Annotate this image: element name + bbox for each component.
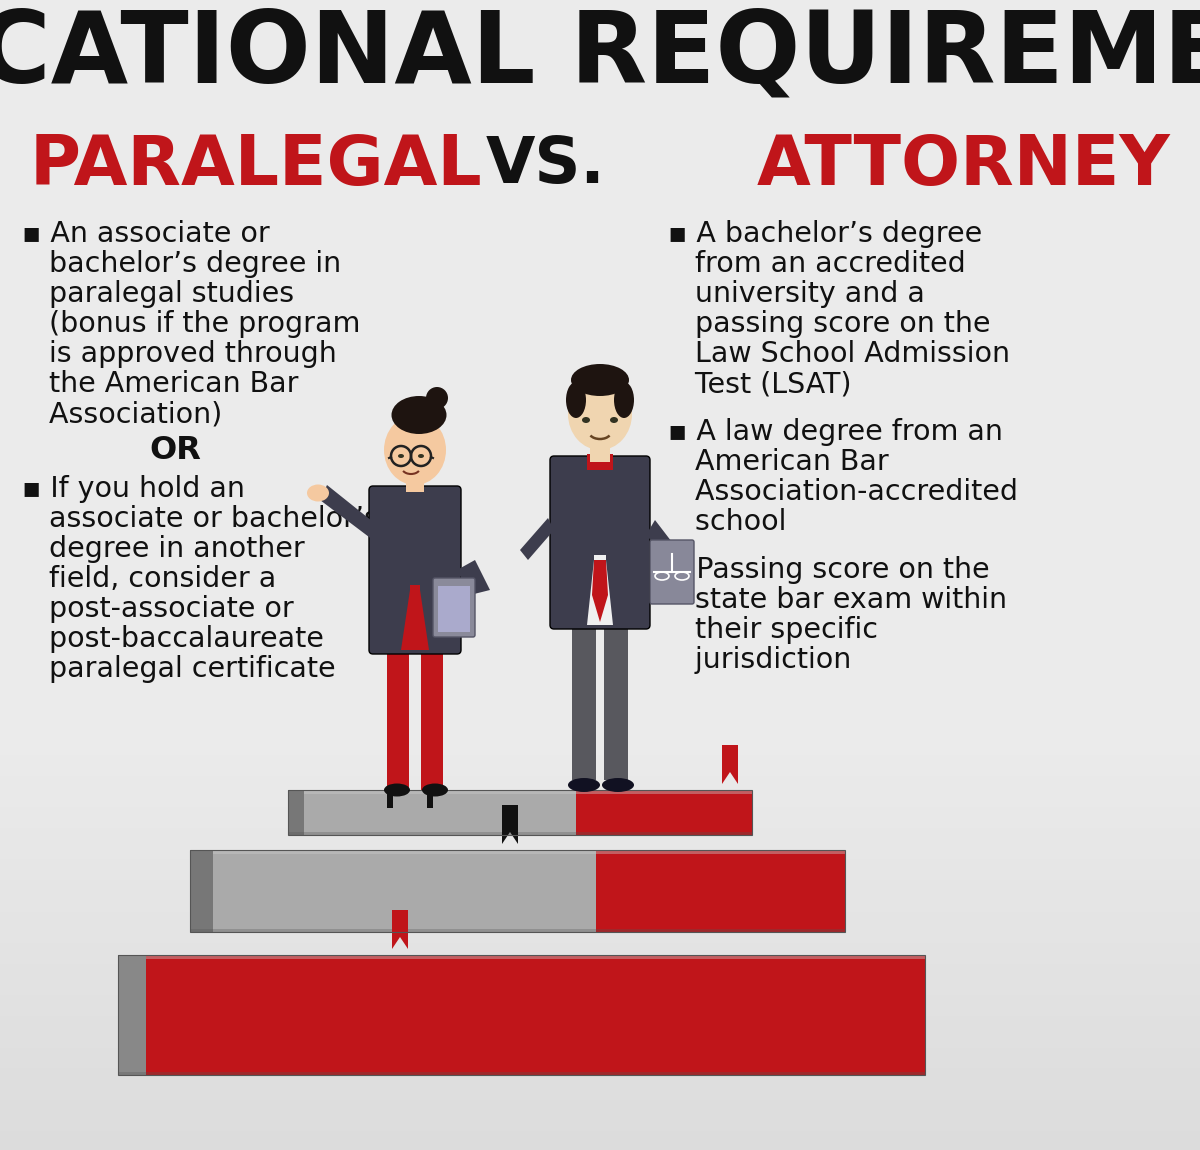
Ellipse shape	[582, 417, 590, 423]
Bar	[572, 624, 596, 780]
Text: their specific: their specific	[668, 616, 878, 644]
Bar	[406, 470, 424, 492]
Bar	[190, 929, 845, 932]
Bar	[576, 790, 752, 835]
Bar	[587, 454, 613, 470]
Text: the American Bar: the American Bar	[22, 370, 299, 398]
Polygon shape	[373, 490, 410, 650]
FancyBboxPatch shape	[650, 540, 694, 604]
Ellipse shape	[571, 365, 629, 396]
Text: American Bar: American Bar	[668, 448, 889, 476]
Ellipse shape	[391, 396, 446, 434]
Text: Association): Association)	[22, 400, 222, 428]
Text: ATTORNEY: ATTORNEY	[756, 131, 1170, 199]
Text: PARALEGAL: PARALEGAL	[30, 131, 482, 199]
Text: ▪ An associate or: ▪ An associate or	[22, 220, 270, 248]
Ellipse shape	[418, 454, 424, 458]
Bar	[118, 954, 925, 1075]
Ellipse shape	[426, 388, 448, 409]
Bar	[386, 650, 409, 790]
Text: jurisdiction: jurisdiction	[668, 646, 851, 674]
Bar	[118, 954, 925, 1075]
Ellipse shape	[614, 382, 634, 417]
Ellipse shape	[568, 378, 632, 450]
Text: bachelor’s degree in: bachelor’s degree in	[22, 250, 341, 278]
Bar	[386, 790, 394, 808]
Polygon shape	[457, 560, 490, 595]
Text: VS.: VS.	[485, 135, 605, 196]
Text: ▪ If you hold an: ▪ If you hold an	[22, 475, 245, 503]
Bar	[146, 954, 925, 959]
Text: ▪ Passing score on the: ▪ Passing score on the	[668, 555, 990, 584]
Ellipse shape	[610, 417, 618, 423]
Text: Law School Admission: Law School Admission	[668, 340, 1010, 368]
Bar	[288, 790, 752, 835]
Bar	[190, 850, 212, 932]
Bar	[212, 850, 845, 854]
Ellipse shape	[602, 779, 634, 792]
Bar	[438, 586, 470, 632]
Polygon shape	[392, 910, 408, 949]
Bar	[305, 790, 752, 794]
Polygon shape	[554, 460, 594, 624]
Bar	[190, 850, 596, 932]
Polygon shape	[592, 560, 608, 622]
Text: post-baccalaureate: post-baccalaureate	[22, 624, 324, 653]
Bar	[590, 438, 610, 462]
Text: from an accredited: from an accredited	[668, 250, 966, 278]
Bar	[587, 555, 613, 624]
Bar	[118, 1072, 925, 1075]
Polygon shape	[646, 520, 678, 560]
Text: ▪ A bachelor’s degree: ▪ A bachelor’s degree	[668, 220, 983, 248]
Bar	[596, 850, 845, 932]
Text: field, consider a: field, consider a	[22, 565, 276, 593]
Text: university and a: university and a	[668, 279, 925, 308]
Polygon shape	[502, 805, 518, 844]
Ellipse shape	[384, 783, 410, 797]
Text: is approved through: is approved through	[22, 340, 337, 368]
Bar	[288, 790, 576, 835]
Text: EDUCATIONAL REQUIREMENTS: EDUCATIONAL REQUIREMENTS	[0, 7, 1200, 104]
Polygon shape	[520, 518, 554, 560]
Text: passing score on the: passing score on the	[668, 310, 990, 338]
Bar	[118, 954, 146, 1075]
FancyBboxPatch shape	[550, 457, 650, 629]
Bar	[401, 585, 430, 650]
Text: post-associate or: post-associate or	[22, 595, 294, 623]
Polygon shape	[606, 460, 646, 624]
Text: degree in another: degree in another	[22, 535, 305, 564]
FancyBboxPatch shape	[433, 578, 475, 637]
Polygon shape	[722, 745, 738, 784]
Bar	[427, 790, 433, 808]
Text: state bar exam within: state bar exam within	[668, 586, 1007, 614]
Ellipse shape	[568, 779, 600, 792]
Text: paralegal certificate: paralegal certificate	[22, 656, 336, 683]
Polygon shape	[320, 485, 377, 540]
Text: Association-accredited: Association-accredited	[668, 478, 1018, 506]
Bar	[604, 624, 628, 780]
Ellipse shape	[384, 415, 446, 485]
Text: school: school	[668, 508, 786, 536]
Bar	[288, 831, 752, 835]
Bar	[421, 650, 443, 790]
Bar	[288, 790, 305, 835]
Bar	[190, 850, 845, 932]
Text: ▪ A law degree from an: ▪ A law degree from an	[668, 417, 1003, 446]
Text: associate or bachelor’s: associate or bachelor’s	[22, 505, 379, 532]
Ellipse shape	[422, 783, 448, 797]
Text: (bonus if the program: (bonus if the program	[22, 310, 360, 338]
Ellipse shape	[398, 454, 404, 458]
Text: Test (LSAT): Test (LSAT)	[668, 370, 852, 398]
Text: OR: OR	[149, 435, 200, 466]
Polygon shape	[420, 490, 457, 650]
FancyBboxPatch shape	[370, 486, 461, 654]
Text: paralegal studies: paralegal studies	[22, 279, 294, 308]
Ellipse shape	[307, 484, 329, 501]
Ellipse shape	[566, 382, 586, 417]
